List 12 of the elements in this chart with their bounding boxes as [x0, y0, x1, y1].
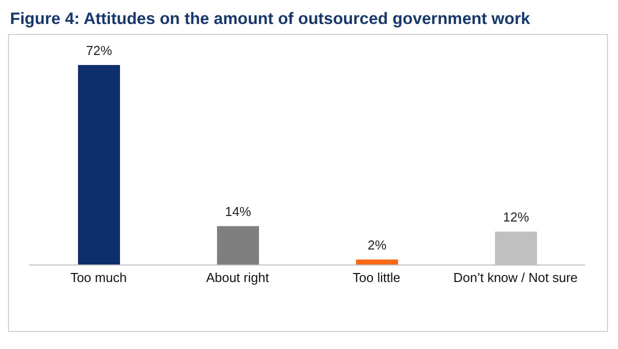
x-tick-label: Too much: [70, 270, 127, 286]
bar: [78, 65, 120, 265]
data-label: 2%: [368, 237, 387, 252]
x-tick-label: About right: [206, 270, 270, 286]
bar: [356, 259, 398, 265]
x-tick-label: Don’t know / Not sure: [453, 270, 578, 286]
chart-title: Figure 4: Attitudes on the amount of outsourced government work: [9, 9, 532, 30]
x-tick-label: Too little: [352, 270, 400, 286]
data-label: 14%: [224, 204, 252, 220]
data-label: 72%: [86, 43, 112, 58]
data-label: 12%: [502, 210, 530, 225]
bar: [217, 226, 259, 265]
